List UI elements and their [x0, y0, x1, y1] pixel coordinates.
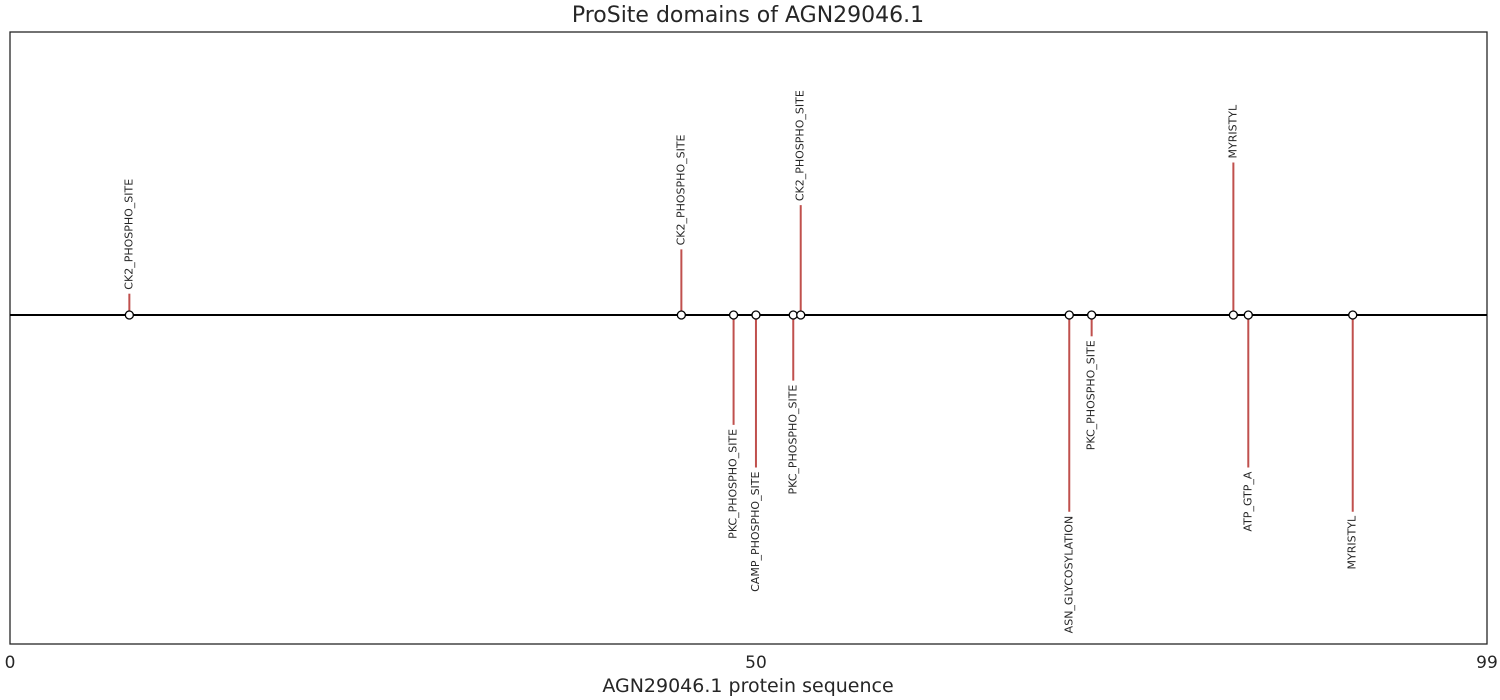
site-label: CK2_PHOSPHO_SITE	[122, 179, 135, 290]
site-label: ATP_GTP_A	[1241, 471, 1254, 532]
markers-layer	[124, 310, 1358, 320]
site-label: CK2_PHOSPHO_SITE	[674, 134, 687, 245]
site-marker	[1086, 310, 1097, 320]
site-label: MYRISTYL	[1226, 104, 1239, 159]
x-axis-label: AGN29046.1 protein sequence	[602, 675, 893, 697]
site-marker	[751, 310, 761, 320]
site-marker	[796, 310, 806, 320]
site-label: PKC_PHOSPHO_SITE	[786, 385, 799, 495]
site-marker	[1064, 310, 1074, 320]
site-marker	[1228, 310, 1239, 320]
site-marker	[788, 310, 798, 320]
chart-title: ProSite domains of AGN29046.1	[572, 3, 924, 28]
x-tick-label: 50	[745, 653, 767, 673]
site-labels-layer: CK2_PHOSPHO_SITE CK2_PHOSPHO_SITE PKC_PHOS…	[122, 90, 1358, 633]
site-marker	[1243, 310, 1253, 320]
site-marker	[124, 310, 135, 320]
site-marker	[1348, 310, 1358, 320]
x-tick-label: 0	[5, 653, 16, 673]
site-label: ASN_GLYCOSYLATION	[1062, 516, 1075, 634]
site-marker	[728, 310, 739, 320]
site-marker	[676, 310, 687, 320]
site-label: PKC_PHOSPHO_SITE	[727, 429, 740, 539]
site-label: CAMP_PHOSPHO_SITE	[749, 471, 762, 591]
site-label: CK2_PHOSPHO_SITE	[794, 90, 807, 201]
site-label: MYRISTYL	[1346, 515, 1359, 570]
x-axis-ticks: 0 50 99	[5, 653, 1498, 673]
x-tick-label: 99	[1476, 653, 1498, 673]
stems-layer	[128, 162, 1354, 512]
plot-frame	[9, 31, 1488, 645]
site-label: PKC_PHOSPHO_SITE	[1085, 340, 1098, 450]
